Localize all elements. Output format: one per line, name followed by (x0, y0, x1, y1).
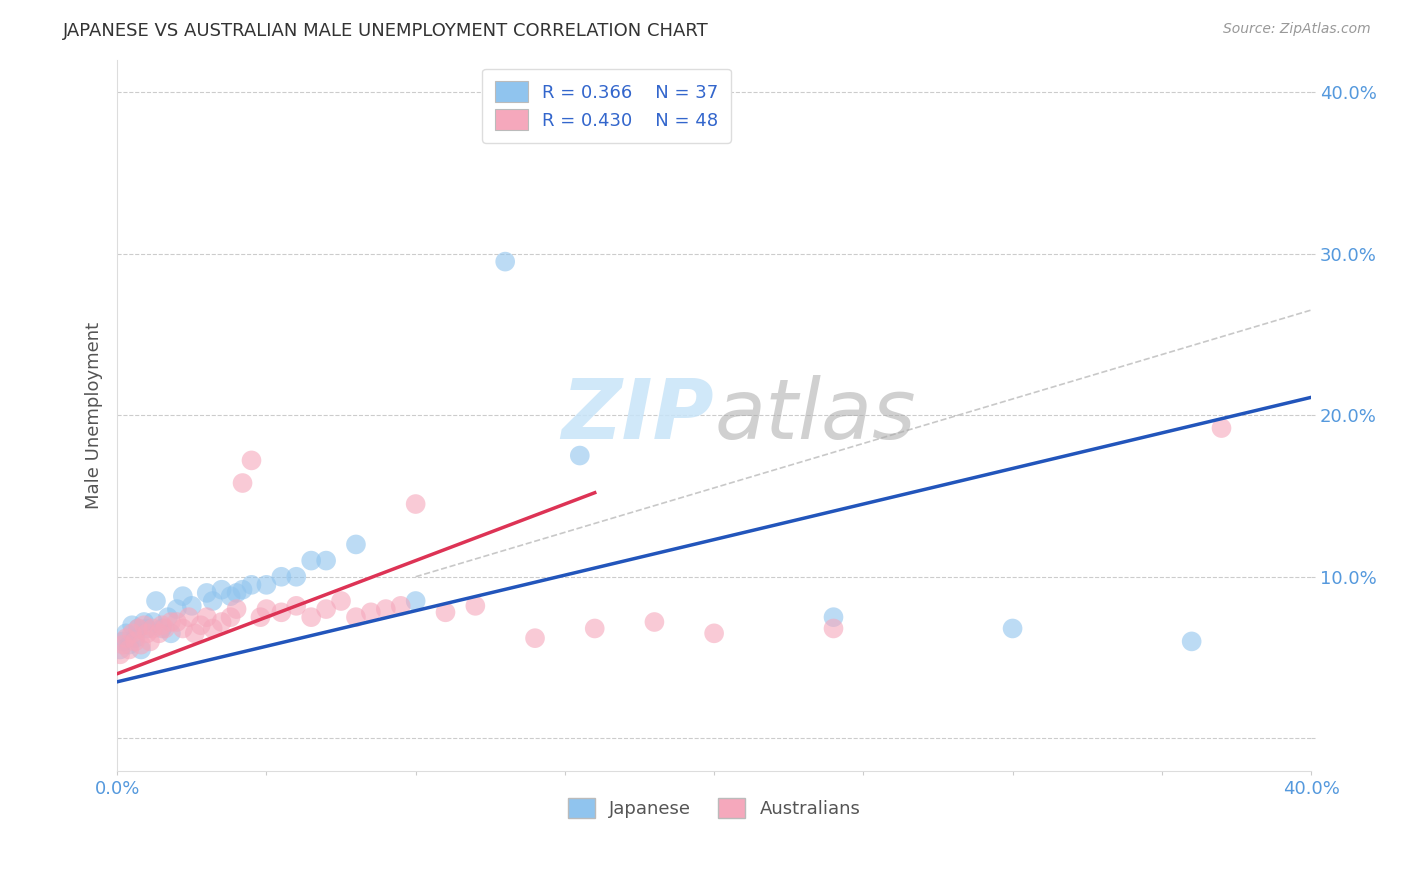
Point (225, 602, 247, 616)
Point (823, 610, 845, 624)
Point (270, 605, 292, 619)
Point (118, 642, 141, 657)
Point (315, 602, 337, 616)
Point (360, 605, 382, 619)
Point (464, 599, 486, 613)
Point (568, 449, 591, 463)
Point (201, 594, 224, 608)
Point (160, 626, 183, 640)
Point (166, 615, 188, 629)
Point (219, 610, 242, 624)
Point (374, 602, 396, 616)
Point (129, 642, 152, 657)
Point (195, 586, 218, 600)
Point (232, 582, 254, 597)
Point (129, 638, 152, 652)
Point (270, 570, 292, 584)
Y-axis label: Male Unemployment: Male Unemployment (86, 322, 103, 508)
Text: JAPANESE VS AUSTRALIAN MALE UNEMPLOYMENT CORRELATION CHART: JAPANESE VS AUSTRALIAN MALE UNEMPLOYMENT… (63, 22, 709, 40)
Point (184, 626, 207, 640)
Point (211, 615, 233, 629)
Point (1211, 421, 1233, 435)
Point (121, 618, 143, 632)
Point (132, 615, 155, 629)
Point (219, 589, 242, 603)
Legend: Japanese, Australians: Japanese, Australians (561, 790, 868, 826)
Point (240, 578, 263, 592)
Point (115, 631, 138, 645)
Point (254, 602, 277, 616)
Point (172, 589, 194, 603)
Text: atlas: atlas (714, 375, 915, 456)
Point (112, 638, 135, 652)
Point (823, 622, 845, 636)
Text: ZIP: ZIP (561, 375, 714, 456)
Point (124, 631, 146, 645)
Point (177, 610, 200, 624)
Point (108, 648, 131, 662)
Point (201, 622, 224, 636)
Point (1001, 622, 1024, 636)
Point (136, 626, 159, 640)
Point (160, 615, 183, 629)
Point (150, 622, 173, 636)
Point (180, 599, 202, 613)
Point (112, 634, 135, 648)
Point (1181, 634, 1204, 648)
Point (142, 615, 165, 629)
Point (127, 622, 149, 636)
Point (153, 622, 176, 636)
Point (524, 631, 547, 645)
Point (240, 453, 263, 467)
Text: Source: ZipAtlas.com: Source: ZipAtlas.com (1223, 22, 1371, 37)
Point (344, 610, 367, 624)
Point (232, 476, 254, 491)
Point (136, 622, 159, 636)
Point (148, 626, 170, 640)
Point (145, 594, 167, 608)
Point (150, 618, 173, 632)
Point (389, 599, 412, 613)
Point (249, 610, 271, 624)
Point (643, 615, 665, 629)
Point (195, 610, 218, 624)
Point (127, 622, 149, 636)
Point (121, 626, 143, 640)
Point (124, 634, 146, 648)
Point (172, 622, 194, 636)
Point (285, 599, 308, 613)
Point (299, 553, 322, 567)
Point (254, 578, 277, 592)
Point (299, 610, 322, 624)
Point (344, 537, 367, 551)
Point (139, 634, 162, 648)
Point (703, 626, 725, 640)
Point (142, 622, 165, 636)
Point (405, 594, 427, 608)
Point (211, 582, 233, 597)
Point (315, 553, 337, 567)
Point (115, 626, 138, 640)
Point (330, 594, 353, 608)
Point (166, 602, 188, 616)
Point (285, 570, 308, 584)
Point (118, 638, 141, 652)
Point (156, 610, 179, 624)
Point (583, 622, 606, 636)
Point (108, 642, 131, 657)
Point (190, 618, 212, 632)
Point (494, 254, 516, 268)
Point (405, 497, 427, 511)
Point (132, 618, 155, 632)
Point (434, 605, 457, 619)
Point (225, 586, 247, 600)
